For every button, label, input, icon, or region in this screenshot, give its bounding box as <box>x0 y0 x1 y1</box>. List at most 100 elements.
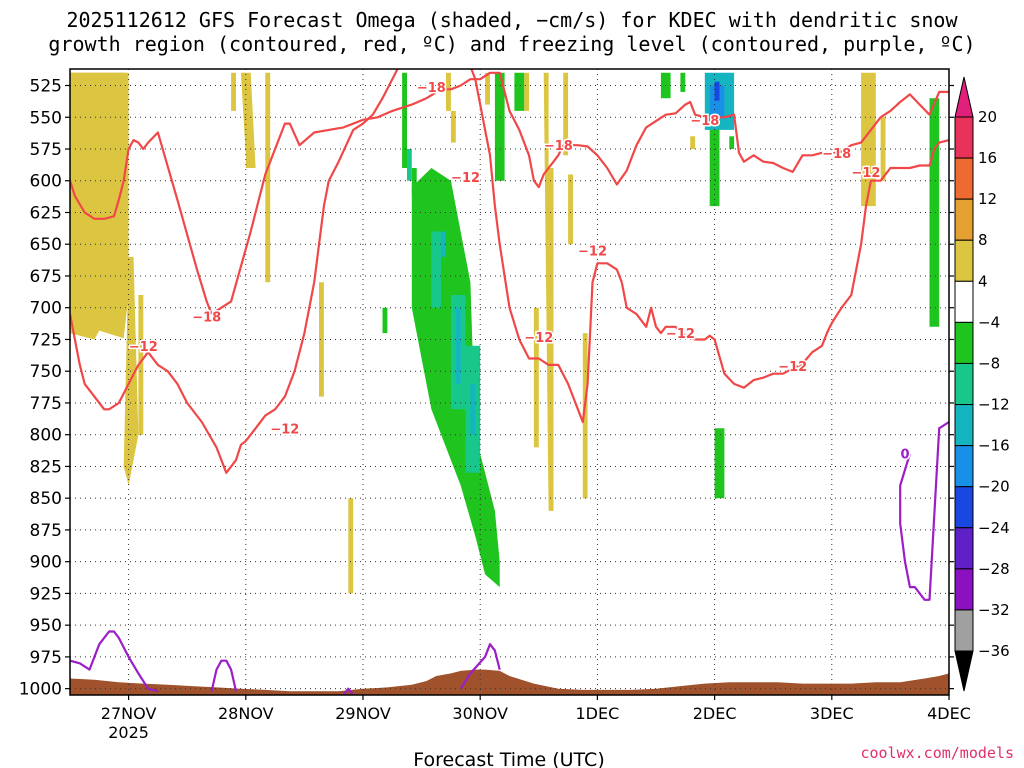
omega-region-14 <box>543 72 554 511</box>
contour-label: −12 <box>851 166 880 181</box>
x-tick-label: 27NOV <box>101 704 157 723</box>
chart-title-line-2: growth region (contoured, red, ºC) and f… <box>48 32 976 56</box>
y-tick-label: 525 <box>30 77 62 97</box>
credit-text: coolwx.com/models <box>860 744 1014 762</box>
omega-region-30 <box>714 428 725 499</box>
colorbar-swatch <box>954 568 974 611</box>
omega-region-7 <box>319 282 324 397</box>
terrain-polygon <box>70 669 949 695</box>
colorbar-top-arrow <box>954 76 974 118</box>
y-tick-label: 550 <box>30 108 62 128</box>
omega-region-3 <box>138 295 144 435</box>
contour-label: −18 <box>417 81 446 96</box>
omega-region-6 <box>265 72 271 283</box>
dendritic-contour-5 <box>620 139 949 389</box>
omega-region-16 <box>568 174 573 245</box>
colorbar-label: −4 <box>978 313 1000 331</box>
y-tick-label: 950 <box>30 616 62 636</box>
x-tick-label: 30NOV <box>452 704 508 723</box>
omega-region-4 <box>231 72 236 111</box>
omega-region-28 <box>680 72 686 92</box>
omega-region-13 <box>533 307 539 448</box>
colorbar-label: −16 <box>978 437 1010 455</box>
y-axis: 525 550 575 600 625 650 675 700 725 750 775 800 825 8… <box>19 77 954 700</box>
omega-region-8 <box>348 498 354 594</box>
omega-region-12 <box>524 72 529 111</box>
omega-region-11 <box>485 72 490 105</box>
colorbar-label: −12 <box>978 396 1010 414</box>
omega-region-38 <box>470 383 476 435</box>
omega-region-23 <box>494 72 505 181</box>
colorbar-swatch <box>954 527 974 570</box>
x-tick-label: 4DEC <box>927 704 971 723</box>
colorbar-swatch <box>954 486 974 529</box>
colorbar-label: 4 <box>978 272 988 290</box>
x-tick-label: 2DEC <box>693 704 737 723</box>
colorbar-legend: 20 16 12 8 4 −4 −8 −12 −16 −20 −24 −28 −32 −36 <box>954 76 1010 692</box>
y-tick-label: 700 <box>30 299 62 319</box>
y-tick-label: 575 <box>30 140 62 160</box>
colorbar-swatch <box>954 362 974 406</box>
colorbar-label: −8 <box>978 354 1000 372</box>
dendritic-contour-0 <box>70 131 213 315</box>
omega-region-42 <box>714 81 720 101</box>
contour-label: −12 <box>666 327 695 342</box>
omega-region-18 <box>690 136 696 149</box>
y-tick-label: 875 <box>30 521 62 541</box>
freezing-contour-9 <box>459 643 501 690</box>
contour-label: −18 <box>822 147 851 162</box>
y-tick-label: 650 <box>30 235 62 255</box>
contour-label: −18 <box>690 114 719 129</box>
omega-region-25 <box>382 307 388 334</box>
contour-label: −12 <box>451 171 480 186</box>
y-tick-label: 800 <box>30 426 62 446</box>
contour-label: −12 <box>270 422 299 437</box>
x-tick-label: 28NOV <box>218 704 274 723</box>
contour-label: 0 <box>901 448 910 463</box>
omega-region-31 <box>729 136 735 149</box>
y-tick-label: 825 <box>30 457 62 477</box>
omega-region-15 <box>563 72 569 156</box>
omega-region-20 <box>880 117 886 181</box>
omega-region-17 <box>582 333 588 499</box>
y-tick-label: 900 <box>30 553 62 573</box>
colorbar-label: −36 <box>978 642 1010 660</box>
y-tick-label: 725 <box>30 330 62 350</box>
omega-region-10 <box>450 110 456 143</box>
colorbar-label: 16 <box>978 149 997 167</box>
dendritic-contour-4 <box>327 69 623 424</box>
colorbar-swatch <box>954 404 974 447</box>
colorbar-swatch <box>954 239 974 282</box>
chart-title-line-1: 2025112612 GFS Forecast Omega (shaded, −… <box>66 8 958 32</box>
dendritic-contour-3 <box>70 180 330 474</box>
dendritic-contour-1 <box>210 71 565 316</box>
x-axis-label: Forecast Time (UTC) <box>413 749 604 768</box>
colorbar-label: 20 <box>978 108 997 126</box>
y-tick-label: 600 <box>30 172 62 192</box>
contour-label: −12 <box>524 331 553 346</box>
colorbar-swatch <box>954 280 974 323</box>
x-tick-label: 1DEC <box>576 704 620 723</box>
y-tick-label: 750 <box>30 362 62 382</box>
omega-region-24 <box>514 72 525 111</box>
contour-label: −12 <box>129 340 158 355</box>
y-tick-label: 1000 <box>19 680 62 700</box>
contour-label: −12 <box>778 360 807 375</box>
colorbar-swatch <box>954 321 974 364</box>
omega-region-1 <box>70 72 129 340</box>
x-tick-label: 3DEC <box>810 704 854 723</box>
omega-region-22 <box>402 72 407 168</box>
contour-label: −12 <box>578 245 607 260</box>
omega-region-5 <box>240 72 256 168</box>
colorbar-swatch <box>954 116 974 159</box>
x-tick-sublabel: 2025 <box>108 723 149 742</box>
omega-region-33 <box>431 231 442 308</box>
colorbar-label: 12 <box>978 190 997 208</box>
colorbar-bottom-arrow <box>954 650 974 692</box>
colorbar-swatch <box>954 198 974 241</box>
omega-region-36 <box>407 149 412 181</box>
x-tick-label: 29NOV <box>335 704 391 723</box>
omega-region-37 <box>455 307 461 384</box>
